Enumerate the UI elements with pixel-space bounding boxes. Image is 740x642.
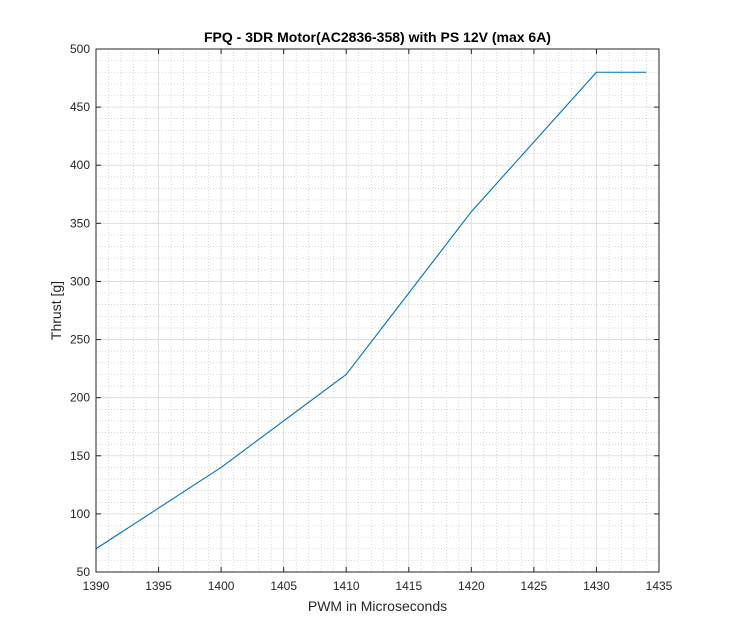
- x-tick-label: 1430: [583, 579, 610, 593]
- x-tick-label: 1435: [646, 579, 673, 593]
- y-tick-label: 50: [77, 565, 91, 579]
- y-tick-label: 450: [70, 100, 90, 114]
- y-tick-label: 300: [70, 274, 90, 288]
- tick-marks: [95, 48, 660, 573]
- y-tick-label: 250: [70, 333, 90, 347]
- y-tick-label: 400: [70, 158, 90, 172]
- x-tick-label: 1395: [145, 579, 172, 593]
- series-layer: [95, 71, 647, 550]
- y-tick-label: 200: [70, 391, 90, 405]
- y-tick-label: 350: [70, 216, 90, 230]
- plot-area-box: [95, 48, 660, 573]
- minor-grid: [96, 49, 659, 572]
- y-tick-label: 500: [70, 42, 90, 56]
- x-tick-label: 1415: [395, 579, 422, 593]
- y-tick-label: 100: [70, 507, 90, 521]
- x-axis-title: PWM in Microseconds: [308, 598, 447, 614]
- x-tick-labels: 1390 1395 1400 1405 1410 1415 1420 1425 1430 1435: [83, 579, 673, 593]
- y-tick-labels: 50 100 150 200 250 300 350 400 450 500: [70, 42, 90, 579]
- x-tick-label: 1390: [83, 579, 110, 593]
- x-tick-label: 1425: [521, 579, 548, 593]
- y-axis-title: Thrust [g]: [48, 281, 64, 340]
- x-tick-label: 1410: [333, 579, 360, 593]
- series-line-thrust: [95, 71, 647, 550]
- chart-title: FPQ - 3DR Motor(AC2836-358) with PS 12V …: [204, 29, 551, 45]
- x-tick-label: 1405: [270, 579, 297, 593]
- major-grid: [96, 49, 659, 572]
- x-tick-label: 1400: [208, 579, 235, 593]
- x-tick-label: 1420: [458, 579, 485, 593]
- y-tick-label: 150: [70, 449, 90, 463]
